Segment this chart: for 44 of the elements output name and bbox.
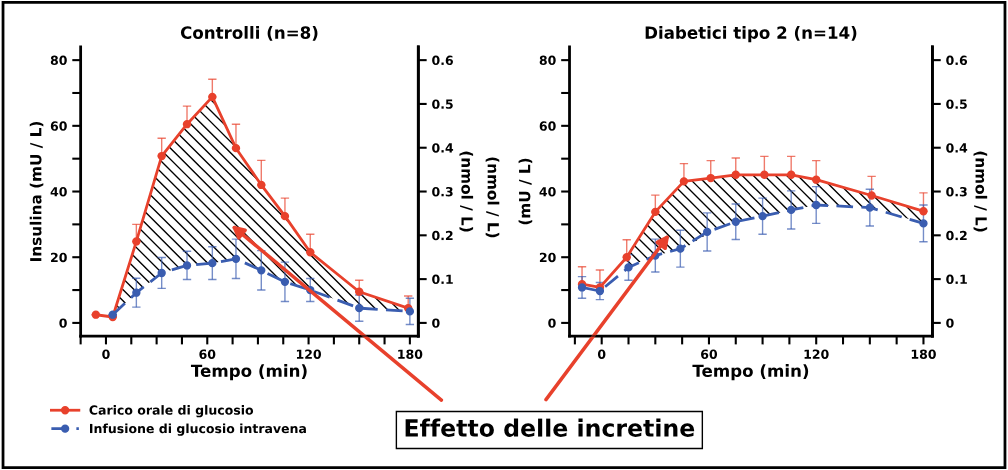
x-axis-title: Tempo (min) bbox=[692, 364, 809, 381]
y-tick-label: 40 bbox=[50, 187, 67, 197]
x-axis-title: Tempo (min) bbox=[190, 364, 307, 381]
y-tick-label: 80 bbox=[50, 55, 67, 66]
x-tick-label: 60 bbox=[199, 349, 216, 359]
chart-title: Diabetici tipo 2 (n=14) bbox=[645, 26, 857, 43]
y2-tick-label: 0.2 bbox=[946, 230, 967, 241]
y-tick-label: 60 bbox=[539, 121, 556, 131]
y2-axis-title: (nmol / L) bbox=[459, 151, 474, 232]
y2-tick-label: 0.3 bbox=[946, 187, 967, 197]
y2-tick-label: 0.4 bbox=[946, 143, 968, 153]
x-tick-label: 0 bbox=[597, 349, 606, 359]
y2-tick-label: 0.6 bbox=[946, 55, 968, 66]
y-tick-label: 0 bbox=[548, 318, 556, 328]
y2-tick-label: 0.4 bbox=[432, 143, 454, 153]
legend-label: Infusione di glucosio intravena bbox=[90, 423, 306, 436]
y-tick-label: 60 bbox=[50, 121, 67, 131]
y2-tick-label: 0.2 bbox=[432, 230, 453, 241]
y-tick-label: 20 bbox=[539, 252, 556, 263]
y2-axis-title: (nmol / L) bbox=[973, 151, 988, 232]
x-tick-label: 0 bbox=[102, 349, 110, 359]
y2-tick-label: 0.1 bbox=[432, 274, 453, 285]
y2-tick-label: 0.6 bbox=[432, 55, 453, 66]
legend-label: Carico orale di glucosio bbox=[89, 405, 254, 418]
x-tick-label: 180 bbox=[398, 349, 423, 359]
x-tick-label: 180 bbox=[911, 349, 936, 359]
y-axis-title: Insulina (mU / L) bbox=[29, 121, 44, 261]
y2-tick-label: 0.3 bbox=[432, 187, 453, 197]
text: Effetto delle incretine bbox=[405, 418, 695, 437]
y2-tick-label: 0 bbox=[432, 318, 440, 328]
y2-tick-label: 0 bbox=[946, 318, 954, 328]
x-tick-label: 60 bbox=[701, 349, 718, 359]
y-axis-title: (mU / L) bbox=[518, 158, 533, 225]
text: (nmol / L) bbox=[485, 157, 500, 238]
y-tick-label: 80 bbox=[539, 55, 556, 66]
y2-tick-label: 0.5 bbox=[432, 99, 453, 109]
y-tick-label: 20 bbox=[51, 252, 67, 263]
y2-tick-label: 0.1 bbox=[946, 274, 967, 285]
y2-tick-label: 0.5 bbox=[946, 99, 967, 109]
chart-title: Controlli (n=8) bbox=[180, 26, 318, 41]
x-tick-label: 120 bbox=[804, 349, 829, 359]
y-tick-label: 40 bbox=[539, 187, 556, 197]
y-tick-label: 0 bbox=[59, 318, 67, 328]
x-tick-label: 120 bbox=[296, 349, 322, 359]
